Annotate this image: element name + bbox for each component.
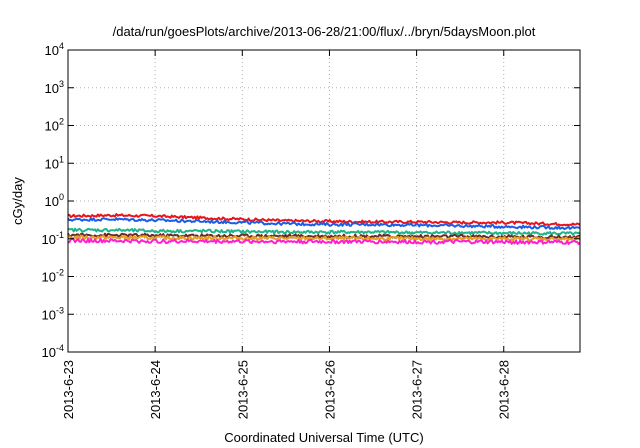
series-line-3: [67, 227, 581, 236]
series-line-2: [67, 217, 581, 231]
x-tick-label: 2013-6-23: [61, 360, 76, 419]
y-tick-label: 10-1: [42, 230, 64, 247]
series-line-1: [67, 213, 581, 227]
y-tick-label: 103: [45, 79, 64, 96]
y-tick-label: 100: [45, 192, 64, 209]
y-tick-label: 104: [45, 41, 64, 58]
y-tick-label: 102: [45, 117, 64, 134]
x-tick-label: 2013-6-25: [235, 360, 250, 419]
x-axis: 2013-6-23 2013-6-24 2013-6-25 2013-6-26 2013…: [61, 50, 512, 419]
x-tick-label: 2013-6-27: [410, 360, 425, 419]
y-axis-label: cGy/day: [10, 177, 25, 225]
x-tick-label: 2013-6-28: [497, 360, 512, 419]
x-axis-label: Coordinated Universal Time (UTC): [224, 430, 423, 445]
y-tick-label: 10-2: [42, 268, 64, 285]
series-group: [67, 213, 581, 245]
chart-title: /data/run/goesPlots/archive/2013-06-28/2…: [113, 24, 536, 39]
x-tick-label: 2013-6-26: [322, 360, 337, 419]
y-axis: 10-4 10-3 10-2 10-1 100 101 102 103 104: [42, 41, 580, 360]
y-tick-label: 10-3: [42, 305, 64, 322]
grid: [68, 50, 580, 352]
y-tick-label: 101: [45, 154, 64, 171]
series-line-5: [67, 234, 581, 242]
y-tick-label: 10-4: [42, 343, 64, 360]
x-tick-label: 2013-6-24: [148, 360, 163, 419]
series-line-6: [67, 237, 581, 245]
